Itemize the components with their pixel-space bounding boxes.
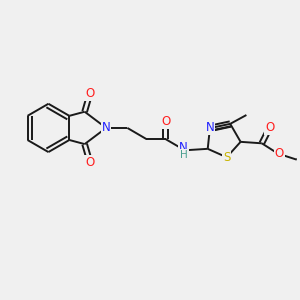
Text: O: O (275, 147, 284, 160)
Text: O: O (85, 156, 94, 169)
Text: H: H (180, 150, 188, 160)
Text: N: N (102, 122, 110, 134)
Text: O: O (266, 121, 275, 134)
Text: O: O (161, 115, 170, 128)
Text: N: N (179, 141, 188, 154)
Text: O: O (85, 87, 94, 100)
Text: N: N (206, 121, 214, 134)
Text: S: S (223, 152, 230, 164)
